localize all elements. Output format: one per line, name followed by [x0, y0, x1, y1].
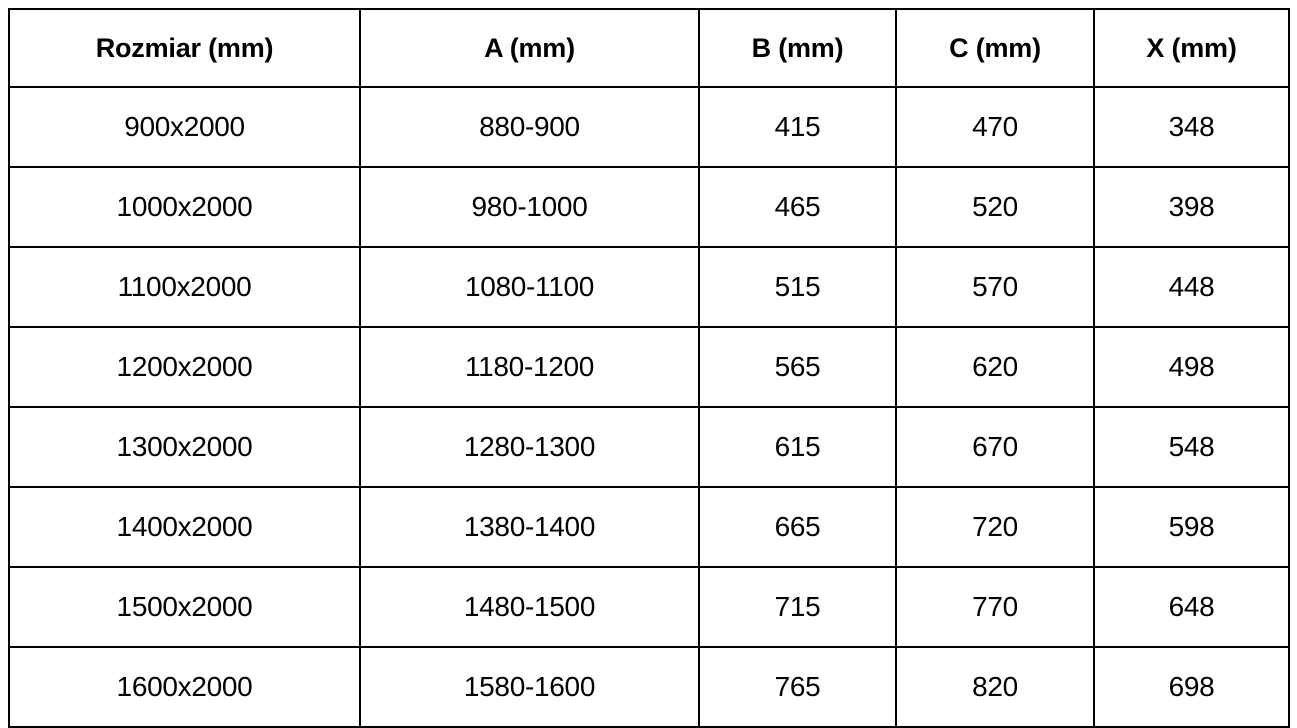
cell-b: 615 [698, 406, 897, 488]
dimensions-table: Rozmiar (mm) A (mm) B (mm) C (mm) X (mm)… [8, 8, 1290, 728]
cell-c: 570 [895, 246, 1095, 328]
column-header-c: C (mm) [895, 8, 1095, 88]
cell-size: 1300x2000 [8, 406, 361, 488]
cell-b: 465 [698, 166, 897, 248]
cell-x: 448 [1093, 246, 1290, 328]
cell-c: 720 [895, 486, 1095, 568]
cell-size: 1200x2000 [8, 326, 361, 408]
cell-b: 565 [698, 326, 897, 408]
column-header-rozmiar: Rozmiar (mm) [8, 8, 361, 88]
column-header-b: B (mm) [698, 8, 897, 88]
cell-c: 770 [895, 566, 1095, 648]
cell-a: 1180-1200 [359, 326, 700, 408]
column-header-a: A (mm) [359, 8, 700, 88]
table-row: 1200x2000 1180-1200 565 620 498 [8, 326, 1290, 408]
table-row: 1400x2000 1380-1400 665 720 598 [8, 486, 1290, 568]
cell-a: 1580-1600 [359, 646, 700, 728]
cell-a: 880-900 [359, 86, 700, 168]
cell-size: 1100x2000 [8, 246, 361, 328]
table-row: 1500x2000 1480-1500 715 770 648 [8, 566, 1290, 648]
cell-x: 548 [1093, 406, 1290, 488]
table-row: 1000x2000 980-1000 465 520 398 [8, 166, 1290, 248]
cell-x: 398 [1093, 166, 1290, 248]
cell-a: 1380-1400 [359, 486, 700, 568]
table-body: 900x2000 880-900 415 470 348 1000x2000 9… [8, 86, 1290, 728]
cell-c: 470 [895, 86, 1095, 168]
cell-a: 1280-1300 [359, 406, 700, 488]
table-header: Rozmiar (mm) A (mm) B (mm) C (mm) X (mm) [8, 8, 1290, 88]
cell-b: 715 [698, 566, 897, 648]
cell-b: 665 [698, 486, 897, 568]
cell-a: 1480-1500 [359, 566, 700, 648]
cell-size: 1500x2000 [8, 566, 361, 648]
table-row: 900x2000 880-900 415 470 348 [8, 86, 1290, 168]
cell-x: 698 [1093, 646, 1290, 728]
cell-size: 900x2000 [8, 86, 361, 168]
cell-x: 348 [1093, 86, 1290, 168]
cell-b: 765 [698, 646, 897, 728]
cell-size: 1600x2000 [8, 646, 361, 728]
cell-c: 820 [895, 646, 1095, 728]
table-header-row: Rozmiar (mm) A (mm) B (mm) C (mm) X (mm) [8, 8, 1290, 88]
cell-x: 648 [1093, 566, 1290, 648]
cell-b: 515 [698, 246, 897, 328]
cell-c: 620 [895, 326, 1095, 408]
cell-x: 598 [1093, 486, 1290, 568]
cell-x: 498 [1093, 326, 1290, 408]
cell-size: 1400x2000 [8, 486, 361, 568]
table-row: 1600x2000 1580-1600 765 820 698 [8, 646, 1290, 728]
table-row: 1300x2000 1280-1300 615 670 548 [8, 406, 1290, 488]
cell-c: 520 [895, 166, 1095, 248]
column-header-x: X (mm) [1093, 8, 1290, 88]
cell-a: 1080-1100 [359, 246, 700, 328]
cell-c: 670 [895, 406, 1095, 488]
table-row: 1100x2000 1080-1100 515 570 448 [8, 246, 1290, 328]
cell-b: 415 [698, 86, 897, 168]
cell-a: 980-1000 [359, 166, 700, 248]
cell-size: 1000x2000 [8, 166, 361, 248]
